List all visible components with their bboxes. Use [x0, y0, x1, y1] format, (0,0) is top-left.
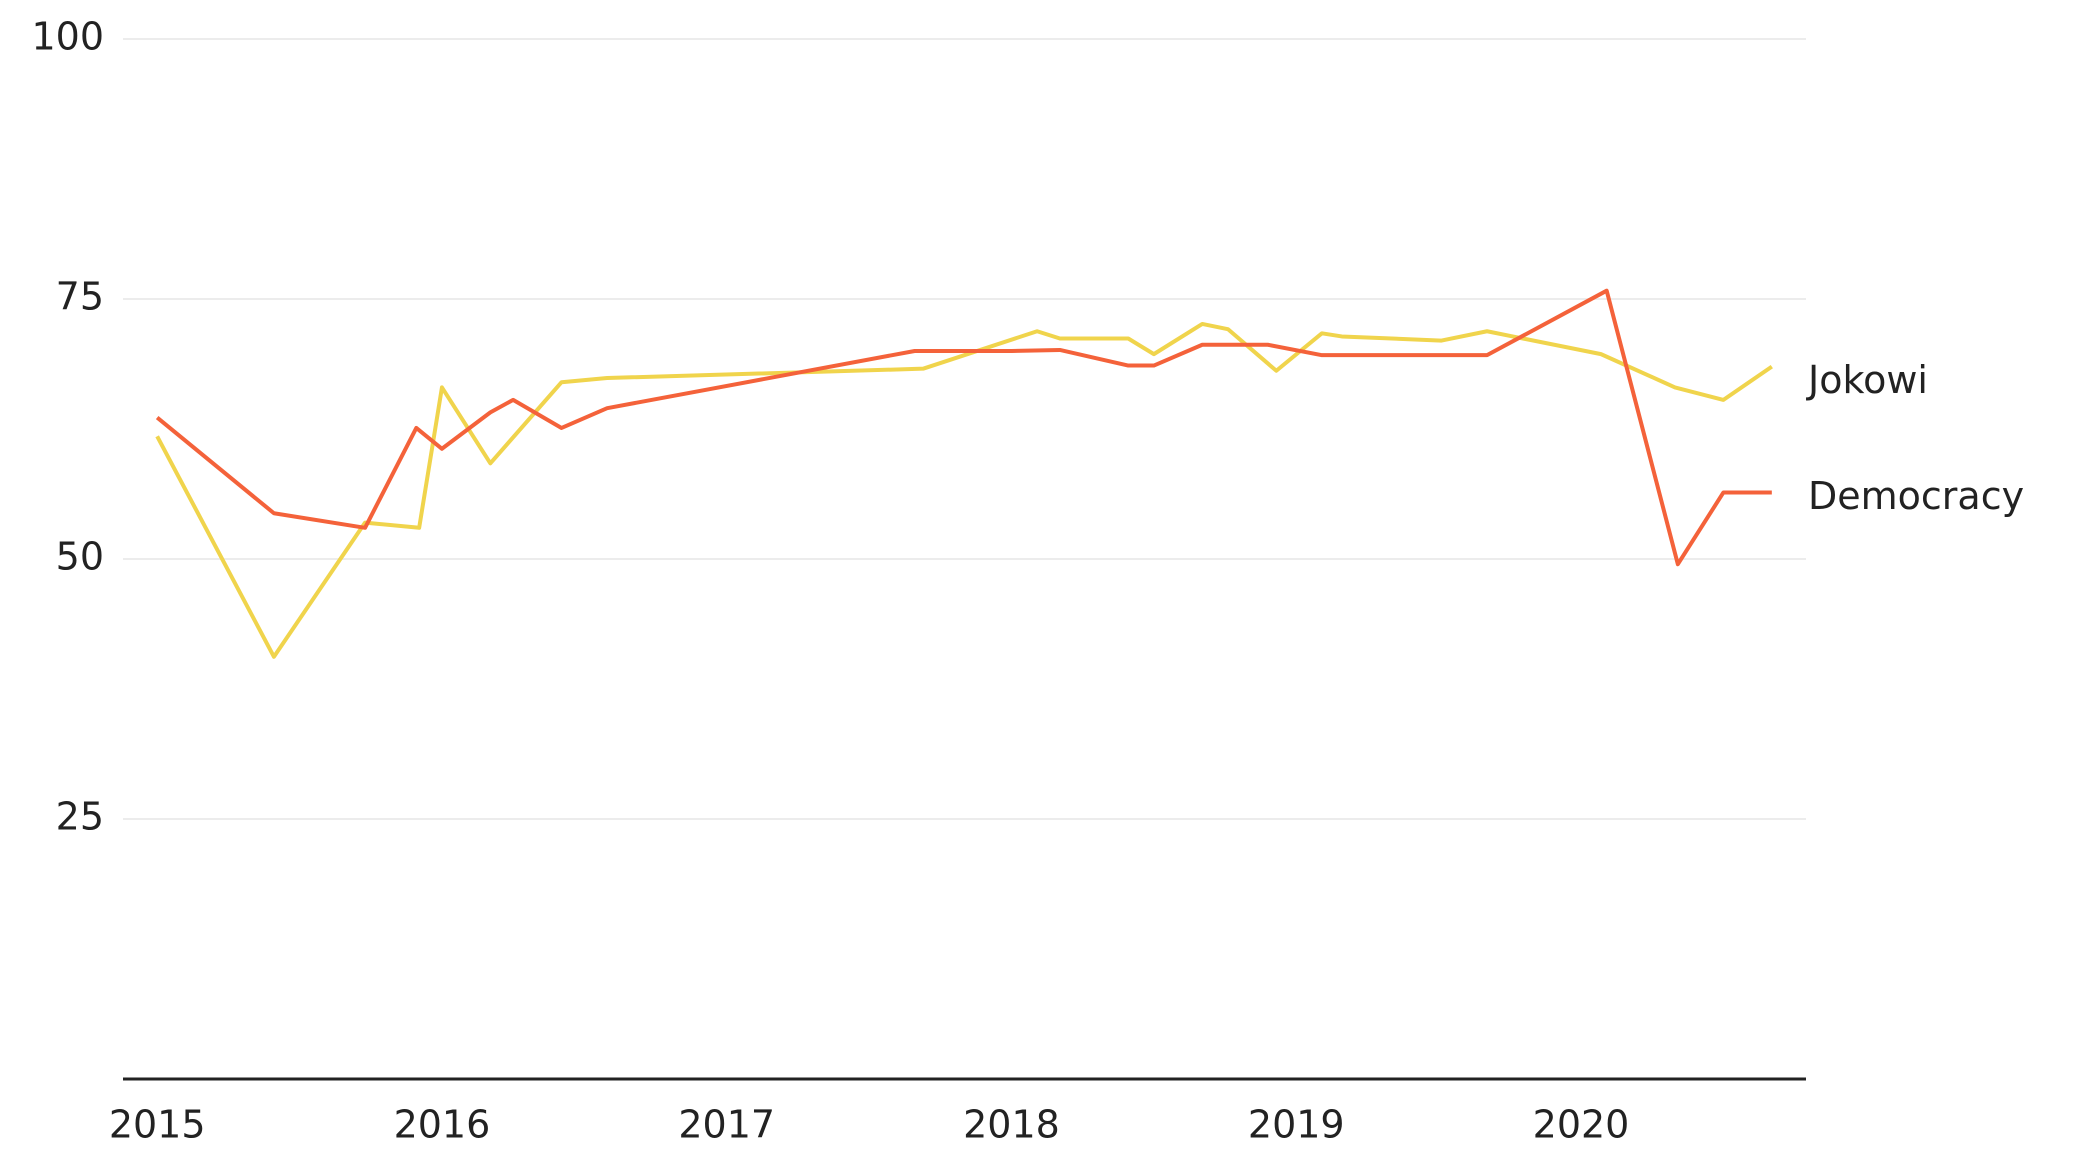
y-tick-label: 75 [56, 275, 104, 319]
x-tick-label: 2019 [1248, 1103, 1345, 1147]
x-tick-label: 2018 [963, 1103, 1060, 1147]
y-tick-label: 100 [31, 15, 104, 59]
x-tick-label: 2020 [1533, 1103, 1630, 1147]
x-tick-label: 2016 [394, 1103, 491, 1147]
series-label: Jokowi [1806, 358, 1928, 402]
x-tick-label: 2017 [678, 1103, 775, 1147]
y-tick-label: 25 [56, 795, 104, 839]
line [155, 321, 1773, 659]
x-tick-label: 2015 [109, 1103, 206, 1147]
series-label: Democracy [1808, 474, 2024, 518]
y-tick-label: 50 [56, 535, 104, 579]
line [155, 288, 1772, 567]
